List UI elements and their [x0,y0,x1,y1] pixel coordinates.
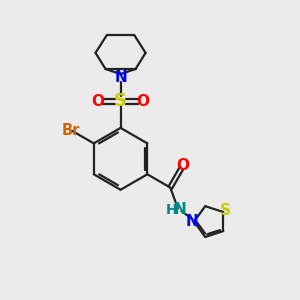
Text: S: S [220,203,231,218]
Text: Br: Br [61,123,80,138]
Text: H: H [166,203,177,217]
Text: N: N [174,202,187,217]
Text: N: N [185,214,198,229]
Text: O: O [136,94,149,109]
Text: N: N [114,70,127,86]
Text: O: O [176,158,189,173]
Text: O: O [92,94,105,109]
Text: S: S [114,92,127,110]
